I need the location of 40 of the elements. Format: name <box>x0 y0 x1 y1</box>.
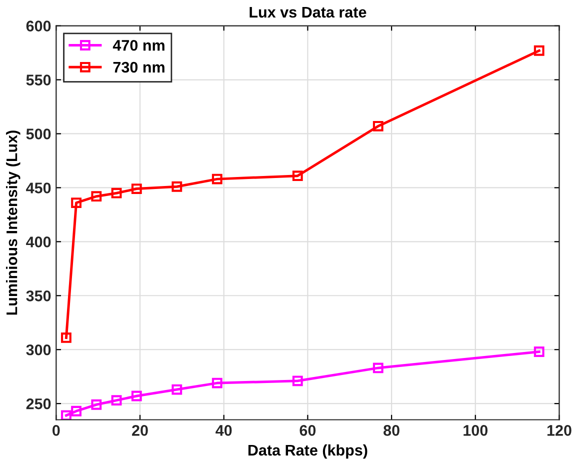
point <box>131 390 142 402</box>
y-axis-title: Luminious Intensity (Lux) <box>6 130 20 315</box>
x-tick-label: 120 <box>547 425 572 436</box>
y-tick-label: 250 <box>26 398 51 410</box>
point <box>172 384 182 395</box>
x-tick-label: 100 <box>464 425 488 436</box>
point <box>292 376 303 386</box>
y-tick-label: 500 <box>26 128 51 140</box>
y-tick-label: 300 <box>26 344 51 356</box>
x-tick-label: 60 <box>300 425 316 436</box>
y-tick-label: 450 <box>26 182 51 194</box>
point <box>61 410 72 420</box>
chart-title: Lux vs Data rate <box>250 6 366 18</box>
point <box>292 170 303 182</box>
point <box>372 362 384 374</box>
point <box>534 45 544 56</box>
y-tick-label: 600 <box>26 20 51 32</box>
point <box>61 332 72 343</box>
x-tick-label: 80 <box>384 425 400 436</box>
point <box>212 174 222 184</box>
legend-label: 730 nm <box>113 62 164 73</box>
x-axis-title: Data Rate (kbps) <box>248 444 368 459</box>
point <box>534 346 544 357</box>
y-tick-label: 400 <box>26 236 51 248</box>
point <box>91 191 102 202</box>
x-tick-label: 40 <box>216 425 232 436</box>
point <box>172 181 182 192</box>
point <box>71 406 82 416</box>
point <box>71 198 82 208</box>
point <box>111 395 122 406</box>
point <box>212 378 222 388</box>
y-tick-label: 350 <box>26 290 51 302</box>
legend-label: 470 nm <box>112 40 164 51</box>
point <box>111 188 122 198</box>
x-tick-label: 20 <box>132 425 148 436</box>
point <box>372 120 384 132</box>
point <box>91 399 102 410</box>
x-tick-label: 0 <box>52 425 60 436</box>
point <box>131 184 142 194</box>
y-tick-label: 550 <box>26 74 51 86</box>
